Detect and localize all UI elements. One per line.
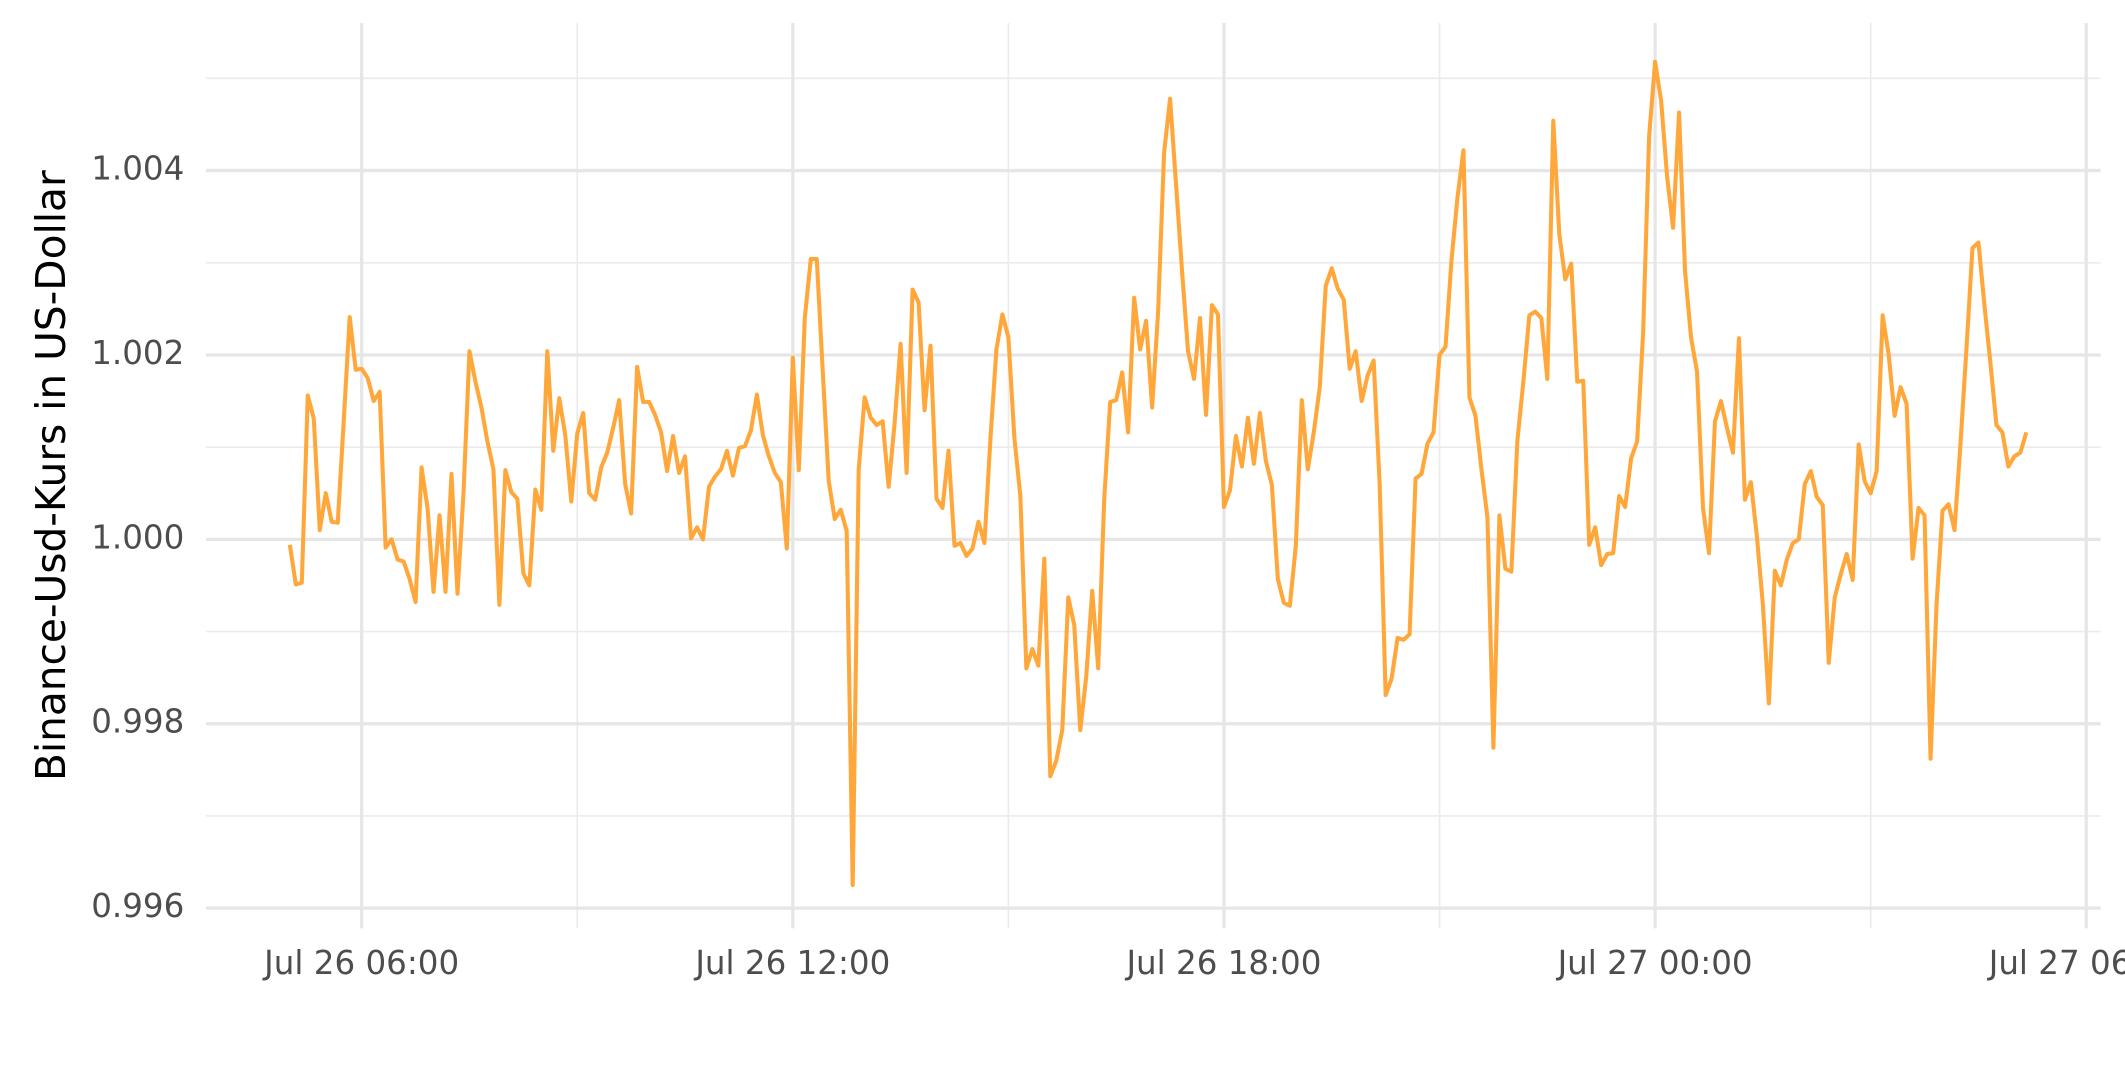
y-axis-title: Binance-Usd-Kurs in US-Dollar xyxy=(27,170,75,781)
data-line xyxy=(287,59,2029,888)
y-tick-label: 1.000 xyxy=(91,518,184,556)
y-tick-label: 1.004 xyxy=(91,150,184,188)
y-tick-label: 0.998 xyxy=(91,703,184,741)
y-tick-label: 0.996 xyxy=(91,887,184,925)
x-tick-label: Jul 27 06:00 xyxy=(1987,944,2125,982)
x-tick-label: Jul 27 00:00 xyxy=(1556,944,1753,982)
x-tick-label: Jul 26 12:00 xyxy=(693,944,890,982)
plot-area xyxy=(287,59,2029,888)
x-tick-label: Jul 26 18:00 xyxy=(1124,944,1321,982)
y-tick-label: 1.002 xyxy=(91,334,184,372)
x-tick-label: Jul 26 06:00 xyxy=(262,944,459,982)
grid xyxy=(205,23,2101,929)
axis-labels: 0.996 0.998 1.000 1.002 1.004 Jul 26 06:00 Jul… xyxy=(91,150,2125,982)
